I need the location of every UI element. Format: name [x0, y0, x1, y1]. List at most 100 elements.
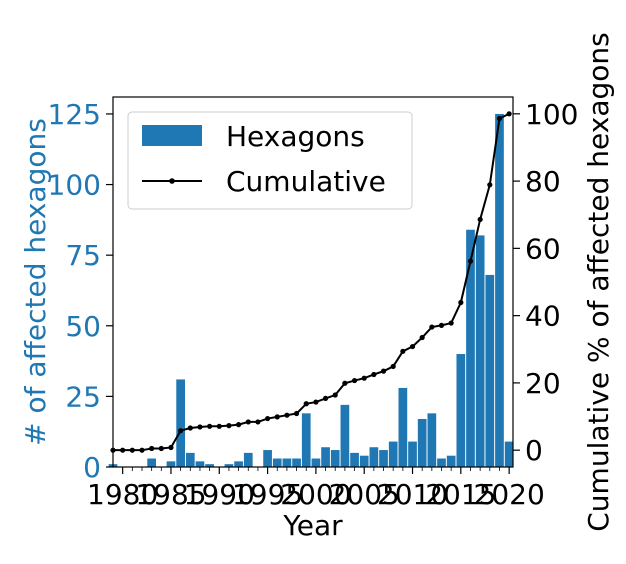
cumulative-point-2012 [429, 324, 435, 330]
cumulative-point-2014 [448, 320, 454, 326]
cumulative-point-1999 [303, 401, 309, 407]
cumulative-point-1998 [293, 410, 300, 417]
bar-2015 [456, 354, 466, 467]
bar-2018 [485, 274, 495, 467]
cumulative-point-2011 [419, 334, 425, 341]
y-right-tick-label-60: 60 [525, 232, 561, 265]
y-right-tick-label-80: 80 [525, 165, 561, 198]
cumulative-point-2010 [409, 343, 416, 350]
cumulative-point-1989 [207, 423, 213, 429]
y-axis-right: 0 20 40 60 80 100 [513, 98, 578, 467]
bar-2007 [379, 450, 388, 467]
cumulative-point-1988 [197, 424, 203, 430]
legend-marker-cumulative [169, 178, 175, 184]
bar-2020 [504, 441, 514, 467]
bar-1996 [272, 458, 282, 467]
bar-2004 [350, 452, 359, 467]
bar-1983 [147, 458, 156, 467]
bar-2001 [321, 447, 330, 467]
cumulative-point-2003 [342, 380, 348, 386]
bar-2006 [369, 447, 379, 467]
bar-2011 [417, 418, 427, 467]
cumulative-point-1982 [139, 447, 145, 453]
cumulative-point-1981 [129, 447, 135, 453]
y-axis-right-label: Cumulative % of affected hexagons [582, 32, 615, 532]
cumulative-point-2020 [506, 111, 512, 117]
bar-2008 [388, 441, 398, 467]
legend-swatch-hexagons [142, 125, 202, 146]
bar-2012 [427, 413, 437, 467]
cumulative-point-1985 [168, 444, 174, 451]
y-left-tick-label-25: 25 [65, 380, 101, 413]
bar-2000 [311, 458, 321, 467]
bar-2009 [398, 387, 408, 467]
bar-1986 [176, 379, 185, 467]
cumulative-point-1997 [284, 412, 290, 418]
cumulative-point-2007 [380, 368, 387, 374]
cumulative-point-1986 [178, 428, 184, 434]
y-left-tick-label-0: 0 [83, 451, 101, 484]
bar-2005 [359, 455, 369, 467]
bar-1989 [205, 464, 214, 467]
cumulative-point-2002 [332, 392, 338, 398]
y-left-tick-label-100: 100 [48, 169, 101, 202]
bar-2017 [475, 235, 485, 467]
x-tick-label-2020: 2020 [474, 478, 545, 511]
x-tick-label-1985: 1985 [135, 478, 206, 511]
x-tick-label-1980: 1980 [87, 478, 158, 511]
cumulative-point-2016 [467, 258, 474, 264]
bar-1991 [224, 464, 234, 467]
bar-2010 [408, 441, 417, 467]
cumulative-point-2008 [390, 363, 396, 370]
bar-2016 [466, 229, 475, 467]
x-tick-label-2000: 2000 [280, 478, 351, 511]
y-right-tick-label-20: 20 [525, 367, 561, 400]
bars-layer [108, 113, 514, 467]
cumulative-point-1983 [149, 445, 155, 452]
legend-label-cumulative: Cumulative [226, 165, 386, 198]
x-tick-label-2010: 2010 [377, 478, 448, 511]
cumulative-point-1991 [226, 423, 232, 429]
bar-1998 [292, 458, 301, 467]
bar-2014 [446, 455, 456, 467]
y-right-tick-label-0: 0 [525, 434, 543, 467]
y-axis-left: 0 25 50 75 100 125 [48, 98, 113, 484]
y-axis-left-label: # of affected hexagons [19, 118, 52, 446]
bar-1988 [195, 461, 205, 467]
legend-label-hexagons: Hexagons [226, 120, 365, 153]
x-tick-label-1990: 1990 [184, 478, 255, 511]
cumulative-point-2006 [371, 371, 377, 378]
plot-border [112, 96, 514, 468]
cumulative-point-1994 [255, 419, 261, 425]
x-tick-label-1995: 1995 [232, 478, 303, 511]
legend: Hexagons Cumulative [127, 111, 413, 210]
y-left-tick-label-125: 125 [48, 98, 101, 131]
cumulative-point-2001 [322, 395, 329, 401]
bar-2003 [340, 404, 350, 467]
cumulative-point-1996 [274, 414, 280, 420]
cumulative-point-2018 [487, 182, 493, 188]
x-tick-label-2015: 2015 [425, 478, 496, 511]
bar-1985 [166, 461, 176, 467]
cumulative-point-2009 [400, 348, 406, 354]
y-left-tick-label-75: 75 [65, 239, 101, 272]
y-left-tick-label-50: 50 [65, 310, 101, 343]
cumulative-point-2015 [458, 299, 464, 306]
x-tick-label-2005: 2005 [329, 478, 400, 511]
cumulative-point-2019 [496, 115, 503, 122]
x-axis-label: Year [282, 509, 343, 542]
bar-1999 [301, 413, 311, 467]
cumulative-point-1993 [245, 419, 251, 425]
cumulative-point-2013 [438, 322, 445, 328]
y-right-tick-label-100: 100 [525, 98, 578, 131]
cumulative-point-1990 [216, 423, 222, 429]
bar-1995 [263, 450, 272, 467]
bar-1992 [234, 461, 243, 467]
cumulative-point-1984 [158, 445, 164, 452]
cumulative-point-2000 [313, 399, 319, 405]
y-right-tick-label-40: 40 [525, 300, 561, 333]
bar-2013 [437, 458, 446, 467]
bar-1987 [185, 452, 195, 467]
